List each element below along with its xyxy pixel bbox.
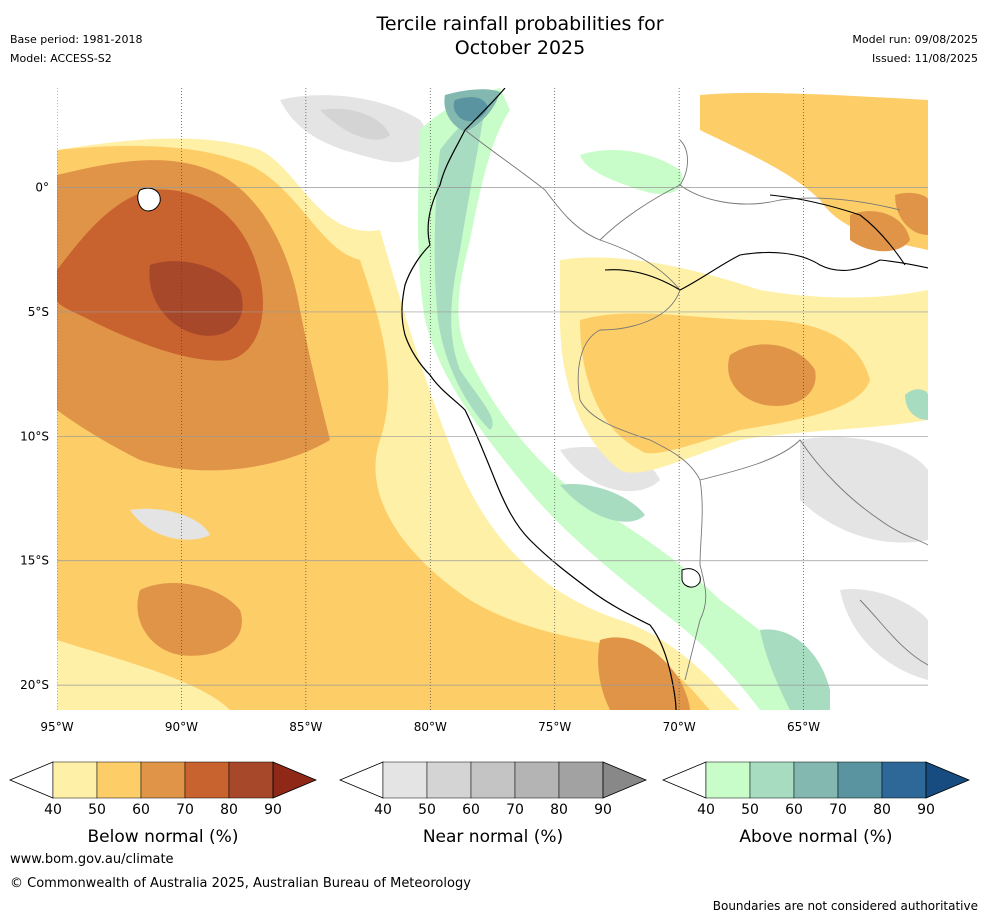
colorbar-segment [514, 761, 560, 799]
coastline [401, 88, 677, 710]
lat-tick-label: 0° [35, 181, 49, 195]
base-period: Base period: 1981-2018 [10, 33, 143, 46]
model-run: Model run: 09/08/2025 [852, 33, 978, 46]
colorbar-segment [749, 761, 795, 799]
colorbar-1: 40 50 60 70 80 90 Below normal (%) [8, 761, 318, 847]
colorbar-low-extend [338, 761, 384, 799]
colorbar-segment [793, 761, 839, 799]
below-normal-region-ne [700, 92, 928, 251]
colorbar-segment [426, 761, 472, 799]
near-normal-patch-6 [130, 508, 210, 540]
below-normal-region-continent-60 [728, 344, 816, 406]
colorbar-title: Below normal (%) [88, 827, 239, 847]
below-normal-region-ne-60b [895, 192, 928, 235]
below-normal-region-continent-50 [580, 313, 870, 454]
colorbars: 40 50 60 70 80 90 Below normal (%) 40 50 60 70 80 90… [8, 761, 971, 847]
above-normal-region-peru-50 [560, 484, 645, 522]
colorbar-tick-label: 80 [550, 802, 568, 818]
colorbar-tick-label: 90 [264, 802, 282, 818]
disclaimer-text: Boundaries are not considered authoritat… [712, 899, 978, 913]
near-normal-patch-2 [320, 108, 390, 140]
colorbar-segment [470, 761, 516, 799]
lon-tick-label: 65°W [787, 720, 820, 734]
amazon-river [604, 251, 928, 291]
issued-date: Issued: 11/08/2025 [871, 52, 978, 65]
colorbar-tick-label: 90 [917, 802, 935, 818]
colorbar-tick-label: 60 [462, 802, 480, 818]
meta-left: Base period: 1981-2018 Model: ACCESS-S2 [10, 30, 142, 68]
map-title: Tercile rainfall probabilities for Octob… [300, 12, 740, 60]
title-line-1: Tercile rainfall probabilities for [376, 13, 664, 35]
colorbar-tick-label: 70 [176, 802, 194, 818]
colorbar-tick-label: 70 [829, 802, 847, 818]
above-normal-region-south-50 [760, 629, 830, 710]
colorbar-segment [382, 761, 428, 799]
colorbar-segment [881, 761, 927, 799]
rio-negro [769, 194, 906, 266]
colorbar-tick-label: 60 [785, 802, 803, 818]
lat-tick-label: 15°S [20, 554, 49, 568]
colorbar-low-extend [661, 761, 707, 799]
country-borders [464, 129, 928, 681]
colorbar-tick-label: 70 [506, 802, 524, 818]
colorbar-segment [228, 761, 274, 799]
colorbar-segment [705, 761, 751, 799]
colorbar-2: 40 50 60 70 80 90 Near normal (%) [338, 761, 648, 847]
lon-tick-label: 95°W [40, 720, 73, 734]
colorbar-title: Near normal (%) [423, 827, 563, 847]
map-area [57, 88, 928, 710]
lat-tick-label: 10°S [20, 429, 49, 443]
colorbar-segment [837, 761, 883, 799]
colorbar-segment [96, 761, 142, 799]
colorbar-tick-label: 50 [418, 802, 436, 818]
colorbar-title: Above normal (%) [739, 827, 892, 847]
model-name: Model: ACCESS-S2 [10, 52, 112, 65]
below-normal-region-ne-60 [850, 211, 910, 252]
near-normal-patch-4 [800, 436, 928, 543]
above-normal-region-east-2 [905, 389, 928, 420]
colorbar-tick-label: 40 [697, 802, 715, 818]
galapagos-islands [137, 187, 161, 212]
copyright-text: © Commonwealth of Australia 2025, Austra… [10, 876, 471, 891]
title-line-2: October 2025 [454, 37, 586, 59]
below-normal-region-ocean-80 [149, 261, 243, 336]
website-link[interactable]: www.bom.gov.au/climate [10, 852, 174, 867]
near-normal-patch-7 [840, 589, 928, 680]
meta-right: Model run: 09/08/2025 Issued: 11/08/2025 [852, 30, 978, 68]
lake-titicaca [681, 568, 701, 588]
colorbar-tick-label: 40 [374, 802, 392, 818]
lat-tick-label: 5°S [28, 305, 49, 319]
colorbar-high-extend [602, 761, 648, 799]
lon-tick-label: 85°W [289, 720, 322, 734]
above-normal-region-andes-50 [434, 108, 493, 430]
colorbar-3: 40 50 60 70 80 90 Above normal (%) [661, 761, 971, 847]
colorbar-tick-label: 50 [88, 802, 106, 818]
colorbar-tick-label: 90 [594, 802, 612, 818]
colorbar-tick-label: 40 [44, 802, 62, 818]
lon-tick-label: 70°W [663, 720, 696, 734]
colorbar-tick-label: 80 [873, 802, 891, 818]
above-normal-region-east [580, 150, 683, 194]
lat-tick-label: 20°S [20, 678, 49, 692]
lon-tick-label: 90°W [165, 720, 198, 734]
axis-labels: 95°W 90°W 85°W 80°W 75°W 70°W 65°W 0° 5°S 10°S 15°… [20, 181, 820, 734]
colorbar-segment [140, 761, 186, 799]
lon-tick-label: 80°W [414, 720, 447, 734]
colorbar-tick-label: 50 [741, 802, 759, 818]
colorbar-high-extend [272, 761, 318, 799]
colorbar-segment [52, 761, 98, 799]
colorbar-segment [184, 761, 230, 799]
colorbar-high-extend [925, 761, 971, 799]
lon-tick-label: 75°W [538, 720, 571, 734]
below-normal-region-ocean-south [137, 582, 242, 656]
below-normal-region-coast [598, 637, 690, 710]
colorbar-tick-label: 60 [132, 802, 150, 818]
colorbar-tick-label: 80 [220, 802, 238, 818]
colorbar-low-extend [8, 761, 54, 799]
gridlines [57, 88, 928, 710]
colorbar-segment [558, 761, 604, 799]
